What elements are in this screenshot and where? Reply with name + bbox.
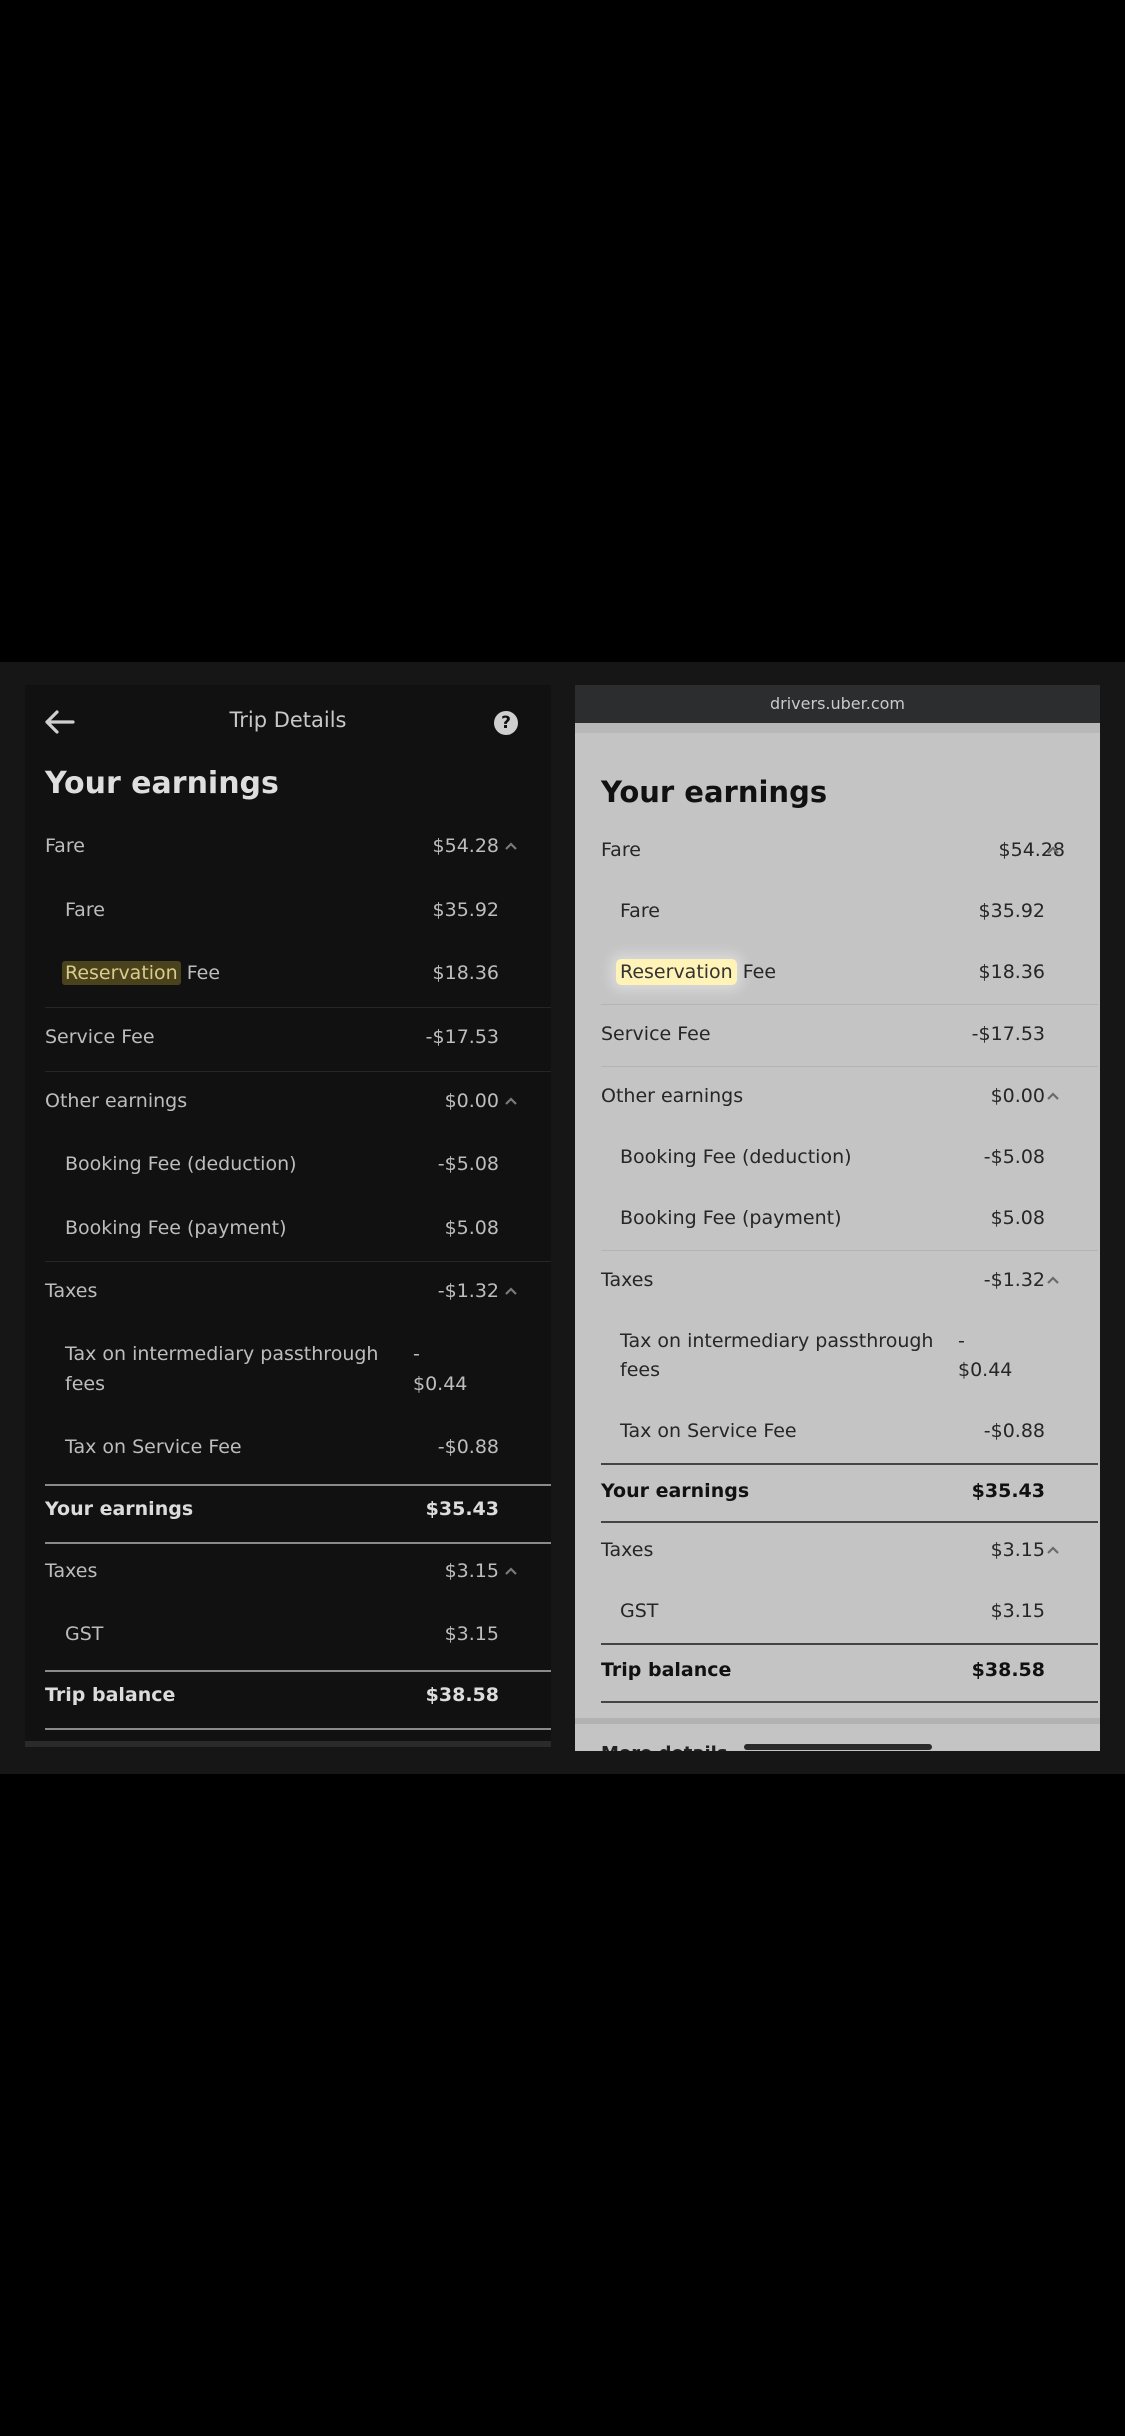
- tax-intermediary-amount-sign: -: [413, 1343, 420, 1365]
- back-arrow-icon[interactable]: [43, 709, 75, 735]
- app-header: Trip Details ?: [25, 685, 551, 755]
- tax-intermediary-label-cont: fees: [620, 1359, 660, 1381]
- chevron-up-icon[interactable]: [504, 1566, 518, 1576]
- divider: [601, 1250, 1098, 1251]
- tax-intermediary-label-cont: fees: [65, 1373, 105, 1395]
- fare-sub-label: Fare: [620, 900, 660, 922]
- other-earnings-amount: $0.00: [990, 1085, 1045, 1107]
- reservation-fee-amount: $18.36: [978, 961, 1045, 983]
- taxes-label: Taxes: [601, 1269, 654, 1291]
- divider: [601, 1643, 1098, 1645]
- trip-balance-label: Trip balance: [601, 1659, 732, 1681]
- divider: [45, 1007, 551, 1008]
- taxes-amount: -$1.32: [983, 1269, 1045, 1291]
- divider: [45, 1071, 551, 1072]
- url-bar[interactable]: drivers.uber.com: [575, 685, 1100, 723]
- other-earnings-amount: $0.00: [444, 1090, 499, 1112]
- booking-fee-payment-amount: $5.08: [444, 1217, 499, 1239]
- url-bar-shadow: [575, 723, 1100, 733]
- your-earnings-amount: $35.43: [971, 1480, 1045, 1502]
- divider: [601, 1066, 1098, 1067]
- fare-sub-amount: $35.92: [978, 900, 1045, 922]
- your-earnings-label: Your earnings: [601, 1480, 750, 1502]
- chevron-up-icon[interactable]: [504, 841, 518, 851]
- trip-balance-label: Trip balance: [45, 1684, 176, 1706]
- page-title: Trip Details: [229, 708, 347, 732]
- taxes-collected-label: Taxes: [601, 1539, 654, 1561]
- service-fee-amount: -$17.53: [971, 1023, 1045, 1045]
- taxes-collected-amount: $3.15: [444, 1560, 499, 1582]
- tax-intermediary-amount: $0.44: [958, 1359, 1013, 1381]
- service-fee-label: Service Fee: [601, 1023, 711, 1045]
- booking-fee-payment-label: Booking Fee (payment): [65, 1217, 287, 1239]
- taxes-amount: -$1.32: [437, 1280, 499, 1302]
- earnings-heading: Your earnings: [601, 775, 828, 809]
- trip-balance-amount: $38.58: [971, 1659, 1045, 1681]
- tax-intermediary-amount-sign: -: [958, 1330, 965, 1352]
- tax-service-fee-label: Tax on Service Fee: [620, 1420, 797, 1442]
- chevron-up-icon[interactable]: [1046, 1275, 1060, 1285]
- divider: [601, 1463, 1098, 1465]
- booking-fee-deduction-label: Booking Fee (deduction): [620, 1146, 852, 1168]
- tax-service-fee-amount: -$0.88: [983, 1420, 1045, 1442]
- booking-fee-payment-label: Booking Fee (payment): [620, 1207, 842, 1229]
- scrollbar[interactable]: [25, 1741, 551, 1747]
- tax-service-fee-amount: -$0.88: [437, 1436, 499, 1458]
- booking-fee-payment-amount: $5.08: [990, 1207, 1045, 1229]
- fare-amount: $54.28: [432, 835, 499, 857]
- reservation-fee-amount: $18.36: [432, 962, 499, 984]
- tax-intermediary-label: Tax on intermediary passthrough: [620, 1330, 934, 1352]
- search-highlight: Reservation: [62, 961, 181, 985]
- chevron-up-icon[interactable]: [504, 1096, 518, 1106]
- help-icon[interactable]: ?: [494, 711, 518, 735]
- chevron-up-icon[interactable]: [504, 1286, 518, 1296]
- more-details-link[interactable]: More details: [601, 1743, 728, 1751]
- divider: [601, 1004, 1098, 1005]
- tax-intermediary-label: Tax on intermediary passthrough: [65, 1343, 379, 1365]
- other-earnings-label: Other earnings: [601, 1085, 744, 1107]
- trip-balance-amount: $38.58: [425, 1684, 499, 1706]
- divider: [45, 1542, 551, 1544]
- divider: [45, 1728, 551, 1730]
- taxes-collected-label: Taxes: [45, 1560, 98, 1582]
- chevron-up-icon[interactable]: [1046, 1091, 1060, 1101]
- booking-fee-deduction-label: Booking Fee (deduction): [65, 1153, 297, 1175]
- booking-fee-deduction-amount: -$5.08: [437, 1153, 499, 1175]
- taxes-collected-amount: $3.15: [990, 1539, 1045, 1561]
- home-indicator[interactable]: [744, 1744, 932, 1750]
- earnings-heading: Your earnings: [45, 766, 279, 801]
- chevron-up-icon[interactable]: [1046, 1545, 1060, 1555]
- gst-label: GST: [620, 1600, 659, 1622]
- divider: [45, 1670, 551, 1672]
- divider: [601, 1701, 1098, 1703]
- web-trip-details-panel: drivers.uber.com Your earnings Fare $54.…: [575, 685, 1100, 1751]
- fare-label: Fare: [45, 835, 85, 857]
- your-earnings-label: Your earnings: [45, 1498, 194, 1520]
- divider: [45, 1261, 551, 1262]
- service-fee-amount: -$17.53: [425, 1026, 499, 1048]
- chevron-up-icon[interactable]: [1046, 845, 1060, 855]
- taxes-label: Taxes: [45, 1280, 98, 1302]
- section-separator: [575, 1718, 1100, 1724]
- service-fee-label: Service Fee: [45, 1026, 155, 1048]
- booking-fee-deduction-amount: -$5.08: [983, 1146, 1045, 1168]
- reservation-fee-label: Reservation Fee: [62, 961, 220, 985]
- other-earnings-label: Other earnings: [45, 1090, 188, 1112]
- fare-label: Fare: [601, 839, 641, 861]
- your-earnings-amount: $35.43: [425, 1498, 499, 1520]
- divider: [45, 1484, 551, 1486]
- gst-label: GST: [65, 1623, 104, 1645]
- gst-amount: $3.15: [990, 1600, 1045, 1622]
- search-highlight: Reservation: [616, 959, 737, 985]
- fare-sub-amount: $35.92: [432, 899, 499, 921]
- tax-service-fee-label: Tax on Service Fee: [65, 1436, 242, 1458]
- app-trip-details-panel: Trip Details ? Your earnings Fare $54.28…: [25, 685, 551, 1747]
- fare-amount: $54.28: [998, 839, 1065, 861]
- reservation-fee-label: Reservation Fee: [616, 959, 776, 985]
- divider: [601, 1521, 1098, 1523]
- tax-intermediary-amount: $0.44: [413, 1373, 468, 1395]
- gst-amount: $3.15: [444, 1623, 499, 1645]
- fare-sub-label: Fare: [65, 899, 105, 921]
